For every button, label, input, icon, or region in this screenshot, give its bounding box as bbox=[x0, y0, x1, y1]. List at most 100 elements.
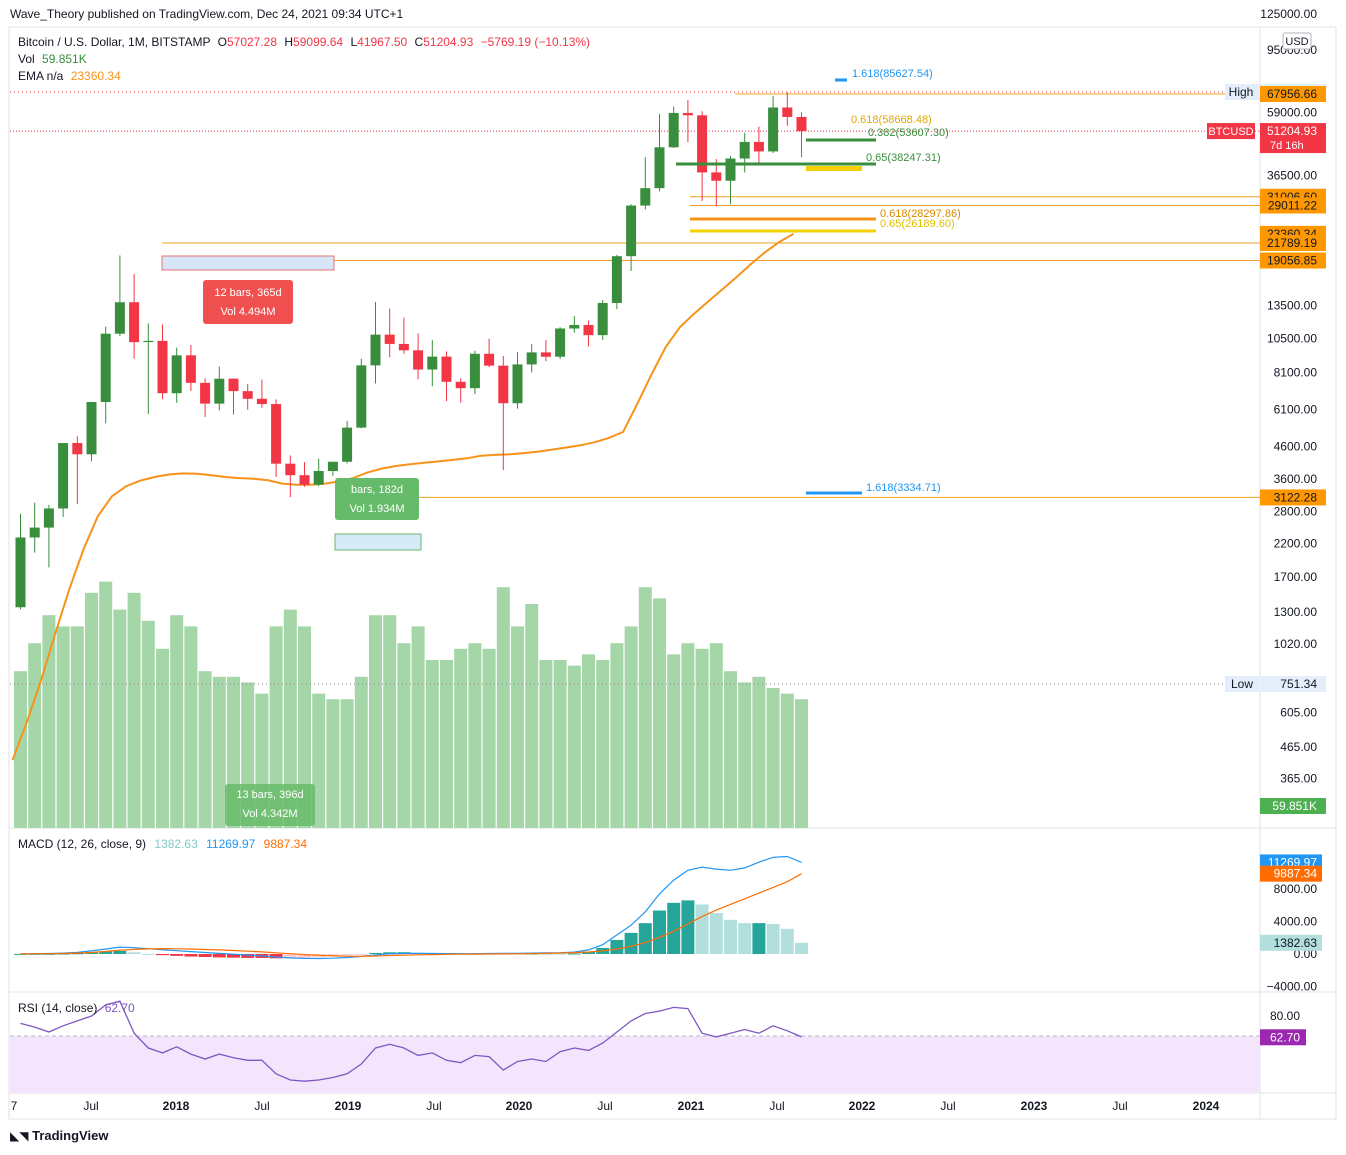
candle-body bbox=[484, 353, 495, 366]
macd-hist-bar bbox=[795, 942, 808, 954]
volume-bar bbox=[795, 699, 808, 828]
macd-hist-bar bbox=[184, 954, 198, 957]
candle-body bbox=[384, 334, 395, 344]
tradingview-brand: TradingView bbox=[32, 1128, 109, 1143]
price-tick-label: 465.00 bbox=[1280, 740, 1317, 754]
level-price-label: 67956.66 bbox=[1267, 87, 1317, 101]
macd-hist-bar bbox=[369, 952, 382, 954]
volume-bar bbox=[582, 654, 595, 828]
time-axis-label: 2023 bbox=[1021, 1099, 1048, 1113]
candle-body bbox=[739, 141, 750, 159]
volume-bar bbox=[127, 592, 141, 828]
time-axis-label: 7 bbox=[11, 1099, 18, 1113]
candle-body bbox=[796, 116, 807, 132]
volume-bar bbox=[369, 615, 382, 828]
volume-bar bbox=[766, 688, 780, 828]
candle-body bbox=[427, 356, 438, 370]
volume-bar bbox=[425, 660, 439, 828]
macd-hist-bar bbox=[326, 954, 340, 957]
macd-hist-bar bbox=[653, 910, 666, 954]
price-tick-label: 365.00 bbox=[1280, 772, 1317, 786]
tradingview-logo[interactable]: ◣◥ TradingView bbox=[10, 1128, 108, 1143]
volume-bar bbox=[553, 660, 567, 828]
candles bbox=[15, 92, 807, 610]
candle-body bbox=[242, 391, 253, 399]
candle-body bbox=[640, 188, 651, 206]
level-price-label: 19056.85 bbox=[1267, 254, 1317, 268]
candle-body bbox=[157, 340, 168, 394]
macd-hist-bar bbox=[283, 954, 297, 959]
candle-body bbox=[441, 356, 452, 382]
candle-body bbox=[711, 172, 722, 181]
ema-label[interactable]: EMA n/a bbox=[18, 69, 64, 83]
candle-body bbox=[768, 107, 779, 152]
last-price-box bbox=[1260, 123, 1326, 154]
candle-body bbox=[185, 355, 196, 383]
signal-axis-label-box bbox=[1260, 865, 1322, 882]
macd-hist-bar bbox=[752, 923, 766, 954]
low-price-label: 751.34 bbox=[1280, 677, 1317, 691]
range3-bars: 13 bars, 396d bbox=[236, 789, 303, 801]
rsi-pane bbox=[20, 1000, 802, 1082]
range1-vol: Vol 4.494M bbox=[220, 306, 275, 318]
volume-bar bbox=[596, 660, 610, 828]
candle-body bbox=[526, 352, 537, 365]
time-axis-label: Jul bbox=[940, 1099, 955, 1113]
volume-bar bbox=[141, 620, 155, 828]
price-tick-label: 2200.00 bbox=[1274, 536, 1318, 550]
volume-bar bbox=[738, 682, 752, 828]
macd-hist-bar bbox=[85, 952, 98, 954]
high-tag: High bbox=[1229, 85, 1254, 99]
macd-hist-bar bbox=[99, 951, 113, 954]
fib-bottom-label: 1.618(3334.71) bbox=[866, 482, 941, 494]
level-price-label: 29011.22 bbox=[1268, 198, 1317, 212]
hist-axis-label: 1382.63 bbox=[1274, 936, 1318, 950]
volume-label[interactable]: Vol bbox=[18, 52, 35, 66]
candle-body bbox=[285, 463, 296, 476]
currency-label: USD bbox=[1285, 36, 1308, 48]
low-value: 41967.50 bbox=[357, 35, 408, 49]
open-value: 57027.28 bbox=[226, 35, 278, 49]
candle-body bbox=[583, 324, 594, 336]
price-tick-label: 1020.00 bbox=[1274, 637, 1318, 651]
currency-box bbox=[1282, 32, 1312, 50]
macd-label[interactable]: MACD (12, 26, close, 9) bbox=[18, 837, 147, 851]
macd-hist-bar bbox=[638, 923, 652, 954]
price-tick-label: 59000.00 bbox=[1267, 106, 1317, 120]
macd-pane bbox=[14, 855, 808, 960]
rsi-legend: RSI (14, close) 62.70 bbox=[18, 1001, 135, 1015]
candle-body bbox=[58, 443, 69, 509]
candle-body bbox=[725, 158, 736, 181]
ema-path bbox=[11, 233, 794, 761]
price-tick-label: 1700.00 bbox=[1274, 570, 1318, 584]
level-price-label-box bbox=[1260, 252, 1326, 269]
volume-bar bbox=[198, 671, 212, 828]
range2-bars: bars, 182d bbox=[351, 484, 403, 496]
candle-body bbox=[654, 147, 665, 189]
candle-body bbox=[143, 340, 154, 343]
symbol-title[interactable]: Bitcoin / U.S. Dollar, 1M, BITSTAMP bbox=[18, 35, 211, 49]
volume-bars bbox=[14, 581, 808, 828]
signal-axis-label: 9887.34 bbox=[1274, 867, 1318, 881]
fib-top-label: 1.618(85627.54) bbox=[852, 68, 933, 80]
ohlc-legend: Bitcoin / U.S. Dollar, 1M, BITSTAMP O570… bbox=[18, 35, 590, 49]
candle-body bbox=[611, 256, 622, 303]
time-axis-label: 2020 bbox=[506, 1099, 533, 1113]
fib-e-label: 0.65(38247.31) bbox=[866, 152, 941, 164]
macd-hist-bar bbox=[667, 902, 681, 954]
price-tick-label: 36500.00 bbox=[1267, 168, 1317, 182]
range1-box bbox=[161, 255, 335, 271]
candle-body bbox=[569, 324, 580, 329]
macd-hist-bar bbox=[241, 954, 255, 958]
volume-bar bbox=[156, 648, 169, 828]
candle-body bbox=[29, 527, 40, 538]
level-price-label-box bbox=[1260, 85, 1326, 102]
macd-hist-bar bbox=[766, 923, 780, 954]
macd-hist-bar bbox=[340, 954, 354, 956]
rsi-label[interactable]: RSI (14, close) bbox=[18, 1001, 98, 1015]
chart-frame bbox=[8, 26, 1337, 1120]
volume-bar bbox=[411, 626, 425, 828]
candle-body bbox=[555, 328, 566, 357]
candle-body bbox=[498, 365, 509, 404]
